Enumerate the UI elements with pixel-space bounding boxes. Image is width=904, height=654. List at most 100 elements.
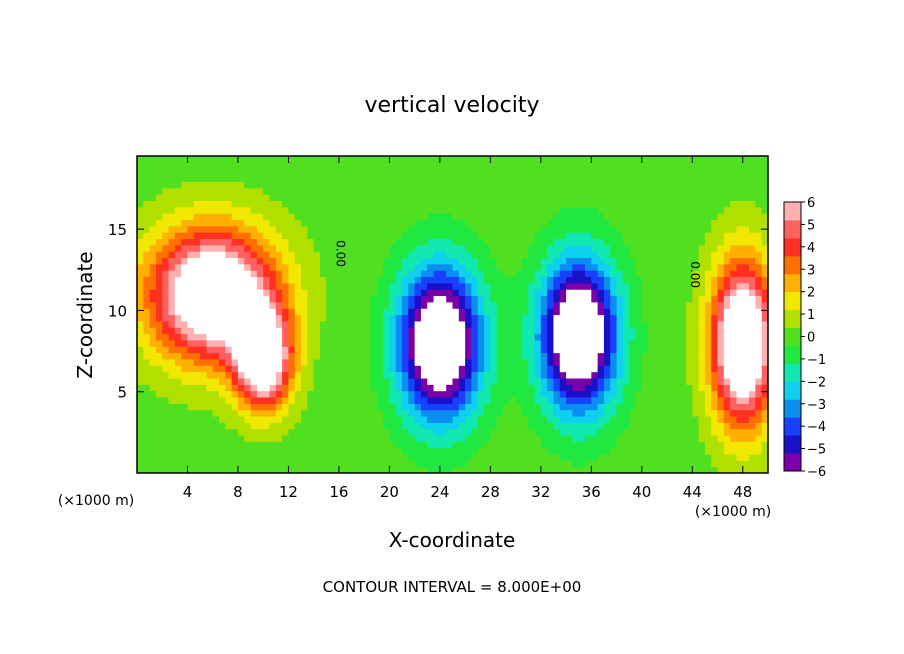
heatmap-cell: [383, 194, 390, 201]
heatmap-cell: [572, 403, 580, 411]
heatmap-cell: [585, 263, 592, 271]
heatmap-cell: [370, 206, 378, 214]
heatmap-cell: [458, 415, 466, 423]
heatmap-cell: [528, 390, 536, 398]
heatmap-cell: [477, 308, 485, 316]
heatmap-cell: [761, 206, 768, 214]
heatmap-cell: [679, 390, 687, 398]
heatmap-cell: [162, 403, 170, 411]
heatmap-cell: [433, 460, 441, 468]
heatmap-cell: [723, 168, 731, 176]
heatmap-cell: [338, 403, 346, 411]
heatmap-cell: [692, 365, 700, 373]
heatmap-cell: [597, 194, 605, 201]
heatmap-cell: [515, 415, 523, 423]
heatmap-cell: [414, 194, 422, 201]
heatmap-cell: [692, 206, 700, 214]
heatmap-cell: [187, 257, 195, 265]
heatmap-cell: [660, 320, 668, 328]
heatmap-cell: [383, 371, 390, 379]
heatmap-cell: [704, 320, 712, 328]
heatmap-cell: [673, 466, 681, 473]
heatmap-cell: [408, 162, 416, 170]
heatmap-cell: [414, 156, 422, 163]
heatmap-cell: [654, 346, 662, 354]
heatmap-cell: [143, 466, 151, 473]
heatmap-cell: [673, 295, 681, 303]
heatmap-cell: [477, 263, 485, 271]
heatmap-cell: [458, 327, 466, 335]
heatmap-cell: [685, 168, 693, 176]
heatmap-cell: [660, 314, 668, 322]
heatmap-cell: [578, 409, 586, 417]
heatmap-cell: [502, 339, 510, 347]
heatmap-cell: [370, 181, 378, 189]
heatmap-cell: [402, 289, 409, 297]
heatmap-cell: [319, 390, 327, 398]
heatmap-cell: [149, 441, 157, 449]
heatmap-cell: [692, 384, 700, 392]
heatmap-cell: [496, 156, 504, 163]
heatmap-cell: [313, 327, 321, 335]
heatmap-cell: [338, 232, 346, 240]
heatmap-cell: [521, 460, 529, 468]
heatmap-cell: [225, 441, 233, 449]
heatmap-cell: [578, 320, 586, 328]
heatmap-cell: [143, 181, 151, 189]
heatmap-cell: [231, 289, 239, 297]
heatmap-cell: [685, 200, 693, 208]
heatmap-cell: [187, 200, 195, 208]
heatmap-cell: [370, 251, 378, 259]
heatmap-cell: [326, 460, 334, 468]
heatmap-cell: [294, 339, 302, 347]
heatmap-cell: [332, 168, 340, 176]
heatmap-cell: [256, 460, 264, 468]
heatmap-cell: [622, 200, 630, 208]
heatmap-cell: [364, 390, 372, 398]
heatmap-cell: [275, 384, 283, 392]
heatmap-cell: [648, 308, 656, 316]
heatmap-cell: [610, 206, 618, 214]
heatmap-cell: [383, 200, 390, 208]
heatmap-cell: [465, 409, 473, 417]
heatmap-cell: [667, 194, 674, 201]
heatmap-cell: [704, 301, 712, 309]
heatmap-cell: [420, 168, 428, 176]
heatmap-cell: [641, 263, 649, 271]
heatmap-cell: [231, 365, 239, 373]
heatmap-cell: [711, 434, 719, 442]
heatmap-cell: [250, 175, 258, 182]
heatmap-cell: [149, 289, 157, 297]
heatmap-cell: [439, 219, 447, 227]
heatmap-cell: [749, 187, 756, 195]
heatmap-cell: [749, 276, 756, 284]
heatmap-cell: [250, 238, 258, 246]
heatmap-cell: [452, 434, 460, 442]
heatmap-cell: [654, 396, 662, 404]
heatmap-cell: [351, 415, 359, 423]
heatmap-cell: [698, 447, 706, 455]
heatmap-cell: [622, 466, 630, 473]
heatmap-cell: [237, 187, 245, 195]
heatmap-cell: [364, 377, 372, 385]
heatmap-cell: [149, 194, 157, 201]
heatmap-cell: [181, 289, 189, 297]
heatmap-cell: [477, 314, 485, 322]
heatmap-cell: [143, 371, 151, 379]
heatmap-cell: [219, 441, 226, 449]
heatmap-cell: [433, 314, 441, 322]
heatmap-cell: [603, 175, 611, 182]
heatmap-cell: [193, 403, 201, 411]
heatmap-cell: [761, 308, 768, 316]
heatmap-cell: [439, 365, 447, 373]
heatmap-cell: [648, 422, 656, 430]
heatmap-cell: [730, 396, 738, 404]
heatmap-cell: [610, 314, 618, 322]
heatmap-cell: [660, 409, 668, 417]
heatmap-cell: [307, 428, 315, 436]
heatmap-cell: [275, 244, 283, 252]
heatmap-cell: [566, 346, 573, 354]
heatmap-cell: [730, 428, 738, 436]
heatmap-cell: [635, 263, 643, 271]
heatmap-cell: [515, 206, 523, 214]
